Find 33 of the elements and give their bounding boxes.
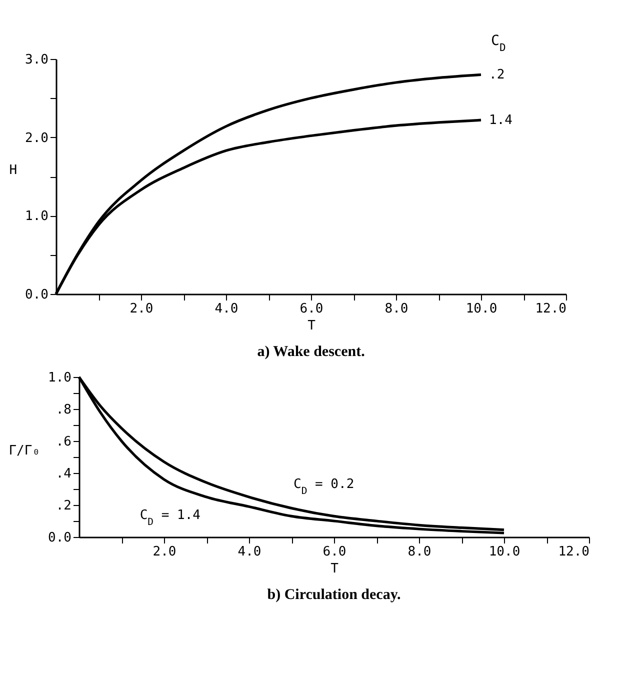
y-tick-label: .8: [56, 402, 72, 418]
text: b) Circulation decay.: [267, 587, 401, 603]
legend-title: C$_{D}$: [491, 33, 506, 54]
y-tick-label: .4: [56, 466, 72, 482]
x-tick-label: 10.0: [488, 544, 520, 560]
y-axis-title: Γ/Γ₀: [8, 444, 40, 458]
x-tick-label: 4.0: [214, 302, 238, 316]
x-tick-label: 8.0: [384, 302, 408, 316]
x-tick-label: 12.0: [535, 302, 566, 316]
y-tick-label: 3.0: [25, 52, 48, 68]
y-tick-label: 0.0: [48, 530, 72, 546]
x-tick-label: 10.0: [466, 302, 498, 316]
x-tick-label: 8.0: [408, 544, 432, 560]
y-tick-label: 2.0: [25, 130, 48, 146]
y-axis-title: H: [9, 163, 18, 178]
series-label: C$_{D}$ = 1.4: [140, 508, 201, 528]
y-tick-label: .6: [56, 434, 72, 450]
y-tick-label: 1.0: [25, 209, 48, 224]
series-label: C$_{D}$ = 0.2: [294, 477, 354, 497]
text: a) Wake descent.: [257, 344, 366, 360]
y-tick-label: 0.0: [25, 288, 48, 302]
x-tick-label: 6.0: [322, 544, 346, 560]
series-label: .2: [489, 68, 505, 83]
x-axis-title: T: [308, 318, 316, 334]
x-tick-label: 12.0: [558, 544, 590, 560]
x-tick-label: 6.0: [300, 302, 324, 316]
x-axis-title: T: [330, 562, 339, 576]
y-tick-label: 1.0: [48, 370, 72, 386]
x-tick-label: 2.0: [152, 544, 176, 560]
y-tick-label: .2: [56, 498, 72, 514]
series-label: 1.4: [489, 113, 513, 128]
x-tick-label: 4.0: [238, 544, 262, 560]
x-tick-label: 2.0: [130, 302, 154, 316]
